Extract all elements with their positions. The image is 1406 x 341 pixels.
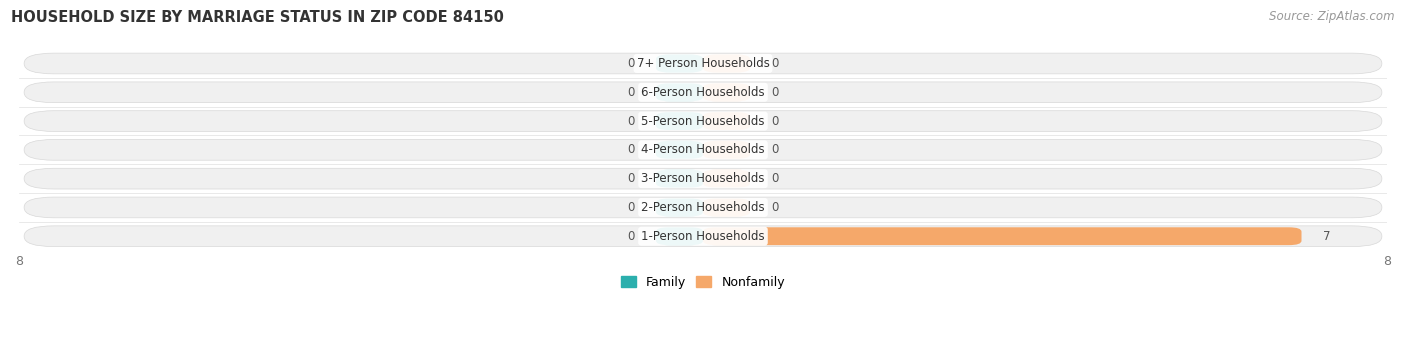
Text: 0: 0 (772, 172, 779, 185)
Text: Source: ZipAtlas.com: Source: ZipAtlas.com (1270, 10, 1395, 23)
FancyBboxPatch shape (657, 170, 703, 188)
Text: 0: 0 (627, 230, 634, 243)
Text: 0: 0 (627, 143, 634, 157)
FancyBboxPatch shape (657, 112, 703, 130)
FancyBboxPatch shape (703, 83, 749, 101)
Text: 6-Person Households: 6-Person Households (641, 86, 765, 99)
FancyBboxPatch shape (24, 139, 1382, 160)
Text: 0: 0 (627, 57, 634, 70)
FancyBboxPatch shape (657, 198, 703, 216)
Text: 0: 0 (627, 201, 634, 214)
Text: 1-Person Households: 1-Person Households (641, 230, 765, 243)
FancyBboxPatch shape (703, 112, 749, 130)
Text: 0: 0 (772, 86, 779, 99)
Text: 0: 0 (772, 115, 779, 128)
Text: 7: 7 (1323, 230, 1330, 243)
FancyBboxPatch shape (657, 141, 703, 159)
FancyBboxPatch shape (24, 226, 1382, 247)
Text: 0: 0 (772, 143, 779, 157)
FancyBboxPatch shape (24, 111, 1382, 131)
Text: 0: 0 (772, 201, 779, 214)
FancyBboxPatch shape (657, 83, 703, 101)
Text: 0: 0 (627, 172, 634, 185)
FancyBboxPatch shape (703, 198, 749, 216)
FancyBboxPatch shape (657, 227, 703, 245)
Text: 3-Person Households: 3-Person Households (641, 172, 765, 185)
FancyBboxPatch shape (703, 227, 1302, 245)
FancyBboxPatch shape (24, 82, 1382, 103)
Text: 4-Person Households: 4-Person Households (641, 143, 765, 157)
Text: 0: 0 (627, 86, 634, 99)
Text: HOUSEHOLD SIZE BY MARRIAGE STATUS IN ZIP CODE 84150: HOUSEHOLD SIZE BY MARRIAGE STATUS IN ZIP… (11, 10, 505, 25)
Text: 7+ Person Households: 7+ Person Households (637, 57, 769, 70)
FancyBboxPatch shape (703, 55, 749, 72)
Text: 2-Person Households: 2-Person Households (641, 201, 765, 214)
Text: 5-Person Households: 5-Person Households (641, 115, 765, 128)
Text: 0: 0 (627, 115, 634, 128)
FancyBboxPatch shape (24, 168, 1382, 189)
FancyBboxPatch shape (24, 53, 1382, 74)
FancyBboxPatch shape (24, 197, 1382, 218)
FancyBboxPatch shape (657, 55, 703, 72)
FancyBboxPatch shape (703, 141, 749, 159)
FancyBboxPatch shape (703, 170, 749, 188)
Legend: Family, Nonfamily: Family, Nonfamily (621, 276, 785, 289)
Text: 0: 0 (772, 57, 779, 70)
